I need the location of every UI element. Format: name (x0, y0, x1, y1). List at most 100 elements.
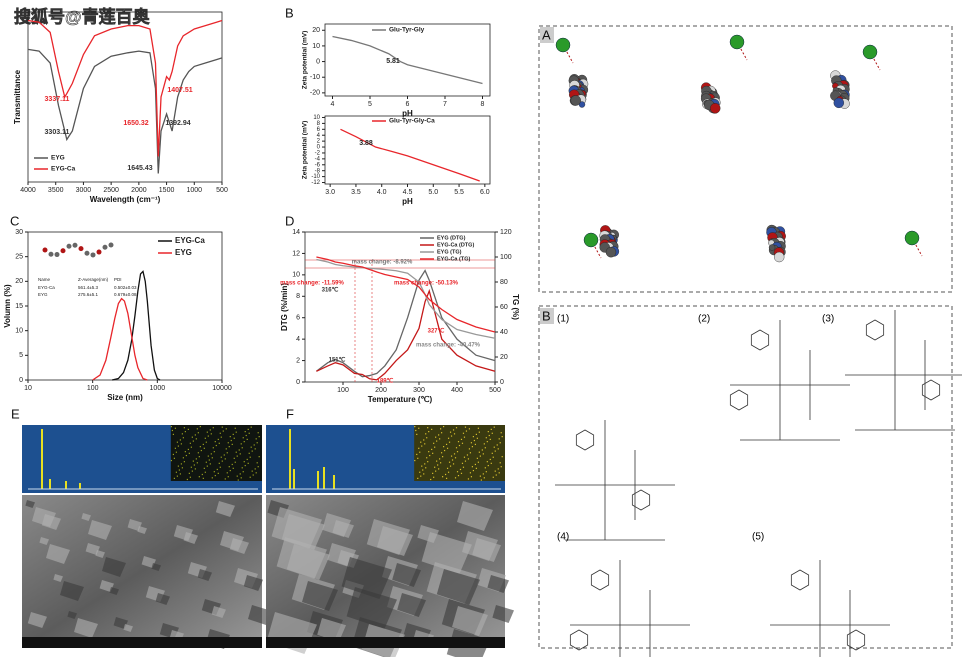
sem-grain (392, 563, 421, 587)
eds-dot (495, 474, 497, 476)
eds-dot (485, 471, 487, 473)
sem-bar (22, 637, 262, 648)
inset-atom (66, 243, 72, 249)
eds-dot (176, 441, 178, 443)
sem-bar (266, 637, 505, 648)
eds-dot (192, 460, 194, 462)
eds-dot (244, 431, 246, 433)
eds-dot (243, 461, 245, 463)
sem-grain (332, 520, 354, 538)
eds-dot (439, 458, 441, 460)
eds-dot (488, 434, 490, 437)
eds-dot (179, 473, 181, 475)
eds-dot (464, 460, 467, 462)
x-tick-label: 3.5 (351, 189, 361, 196)
eds-dot (195, 438, 197, 440)
eds-dot (494, 470, 496, 472)
atom (710, 103, 721, 114)
eds-dot (250, 446, 252, 448)
eds-dot (250, 426, 252, 428)
eds-dot (455, 447, 458, 449)
eds-dot (175, 471, 177, 473)
eds-dot (211, 457, 213, 459)
eds-dot (468, 448, 471, 450)
eds-dot (222, 430, 224, 432)
eds-dot (190, 446, 192, 448)
eds-dot (456, 471, 459, 473)
eds-dot (186, 478, 188, 481)
legend-label: EYG-Ca (DTG) (437, 242, 474, 248)
eds-dot (212, 447, 214, 449)
bond (869, 51, 881, 71)
eds-dot (479, 475, 481, 477)
y-tick-label: -4 (315, 156, 321, 162)
eds-dot (236, 455, 238, 457)
y-tick-label: 8 (317, 121, 321, 127)
eds-dot (244, 464, 246, 467)
eds-dot (435, 436, 437, 438)
eds-dot (234, 461, 236, 463)
series-line (340, 128, 480, 182)
sem-grain (123, 624, 133, 632)
eds-dot (448, 461, 451, 463)
x-tick-label: 6.0 (480, 189, 490, 196)
eds-dot (490, 462, 492, 464)
eds-dot (453, 453, 456, 455)
eds-dot (233, 457, 235, 459)
eds-dot (229, 469, 231, 472)
eds-dot (494, 450, 496, 452)
ring (846, 629, 866, 651)
y-tick-label: 0 (317, 145, 321, 151)
x-tick-label: 200 (375, 387, 387, 394)
eds-dot (472, 436, 475, 438)
eds-dot (434, 446, 436, 448)
series-line (111, 270, 161, 381)
atom (605, 246, 617, 258)
eds-dot (416, 453, 418, 456)
eds-dot (214, 474, 216, 477)
x-tick-label: 1000 (186, 187, 202, 194)
x-axis-label: pH (402, 109, 413, 118)
eds-dot (194, 468, 196, 470)
eds-dot (240, 477, 242, 479)
y-tick-label: 10 (312, 43, 320, 50)
structure-label: (2) (698, 314, 710, 325)
panel-label: D (285, 213, 294, 228)
x-tick-label: 1000 (150, 385, 166, 392)
inset-atom (72, 242, 78, 248)
x-tick-label: 4.5 (403, 189, 413, 196)
eds-dot (474, 443, 476, 446)
eds-dot (217, 472, 219, 474)
eds-dot (218, 462, 220, 464)
y-tick-label: -8 (315, 168, 321, 174)
y2-axis-label: TG (%) (511, 294, 520, 320)
eds-dot (181, 433, 183, 435)
y2-tick-label: 60 (500, 304, 508, 311)
eds-dot (442, 476, 444, 478)
sem-grain (151, 563, 161, 571)
eds-dot (219, 466, 221, 468)
eds-dot (449, 431, 452, 433)
eds-dot (228, 466, 230, 468)
eds-dot (218, 442, 220, 444)
eds-dot (188, 472, 190, 474)
eds-dot (248, 452, 250, 454)
sem-grain (457, 501, 493, 531)
eds-dot (477, 461, 479, 463)
sem-grain (109, 587, 119, 595)
y-tick-label: 20 (312, 27, 320, 34)
eds-dot (182, 457, 184, 459)
inset-cell: 275.6±5.1 (78, 292, 98, 297)
eds-dot (239, 453, 241, 455)
eds-dot (419, 471, 421, 473)
x-tick-label: 500 (216, 187, 228, 194)
inset-atom (84, 250, 90, 256)
eds-dot (208, 459, 210, 461)
annotation: 327℃ (428, 328, 445, 335)
eds-dot (450, 455, 453, 457)
sem-grain (472, 538, 501, 562)
eds-dot (426, 457, 428, 459)
x-tick-label: 5.0 (428, 189, 438, 196)
eds-dot (184, 451, 186, 453)
eds-dot (464, 426, 467, 428)
